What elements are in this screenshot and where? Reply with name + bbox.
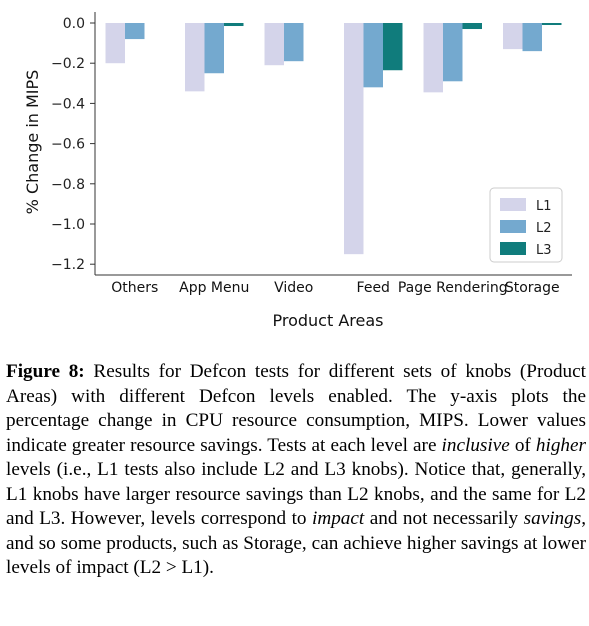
legend-label-l3: L3 — [536, 243, 552, 258]
caption-emph-4: savings — [523, 508, 582, 529]
legend-swatch-l2 — [500, 220, 526, 233]
caption-emph-1: inclusive — [441, 434, 510, 456]
x-tick-label: App Menu — [179, 280, 249, 296]
bar-l3 — [383, 23, 403, 71]
y-tick-label: −0.2 — [51, 56, 85, 72]
y-tick-label: −1.2 — [51, 257, 85, 273]
legend: L1 L2 L3 — [489, 187, 563, 263]
bar-l1 — [423, 23, 443, 93]
bar-l1 — [503, 23, 523, 50]
chart: 0.0 −0.2 −0.4 −0.6 −0.8 −1.0 −1.2 Others App Men… — [23, 12, 572, 330]
bar-l2 — [443, 23, 463, 82]
bar-l2 — [125, 23, 145, 40]
caption-text-3: levels (i.e., L1 tests also include L2 a… — [6, 459, 586, 529]
legend-label-l2: L2 — [536, 221, 552, 236]
bar-chart-svg: 0.0 −0.2 −0.4 −0.6 −0.8 −1.0 −1.2 Others App Men… — [23, 12, 572, 330]
axes-group: 0.0 −0.2 −0.4 −0.6 −0.8 −1.0 −1.2 Others App Men… — [51, 12, 572, 296]
bar-l2 — [284, 23, 304, 62]
caption-text-1: Results for Defcon tests for different s… — [6, 361, 586, 456]
caption-text-5: , and so some products, such as Storage,… — [6, 508, 586, 578]
bar-l2 — [204, 23, 224, 74]
y-tick-label: −1.0 — [51, 217, 85, 233]
figure-caption: Figure 8: Results for Defcon tests for d… — [6, 360, 586, 581]
caption-text-4: and not necessarily — [364, 508, 524, 529]
bar-l1 — [344, 23, 364, 255]
bar-l3 — [462, 23, 482, 30]
x-axis-title: Product Areas — [273, 311, 384, 330]
bar-l3 — [224, 23, 244, 27]
x-tick-label: Page Rendering — [398, 280, 508, 296]
bar-l1 — [264, 23, 284, 66]
caption-emph-2: higher — [535, 434, 586, 456]
x-tick-label: Storage — [505, 280, 560, 296]
legend-label-l1: L1 — [536, 199, 552, 214]
bars-group — [105, 23, 562, 255]
legend-swatch-l1 — [500, 198, 526, 211]
bar-l2 — [363, 23, 383, 88]
bar-l3 — [542, 23, 562, 26]
bar-l2 — [522, 23, 542, 52]
y-tick-label: −0.8 — [51, 177, 85, 193]
bar-l1 — [105, 23, 125, 64]
y-axis-title: % Change in MIPS — [23, 70, 42, 215]
caption-label: Figure 8: — [6, 361, 85, 382]
x-tick-label: Feed — [357, 280, 390, 296]
y-tick-label: −0.6 — [51, 137, 85, 153]
legend-swatch-l3 — [500, 242, 526, 255]
caption-text-2: of — [509, 434, 536, 456]
x-tick-label: Video — [274, 280, 313, 296]
y-tick-label: 0.0 — [63, 16, 85, 32]
x-tick-label: Others — [111, 280, 158, 296]
caption-emph-3: impact — [312, 508, 365, 529]
y-tick-label: −0.4 — [51, 96, 85, 112]
bar-l1 — [185, 23, 205, 92]
